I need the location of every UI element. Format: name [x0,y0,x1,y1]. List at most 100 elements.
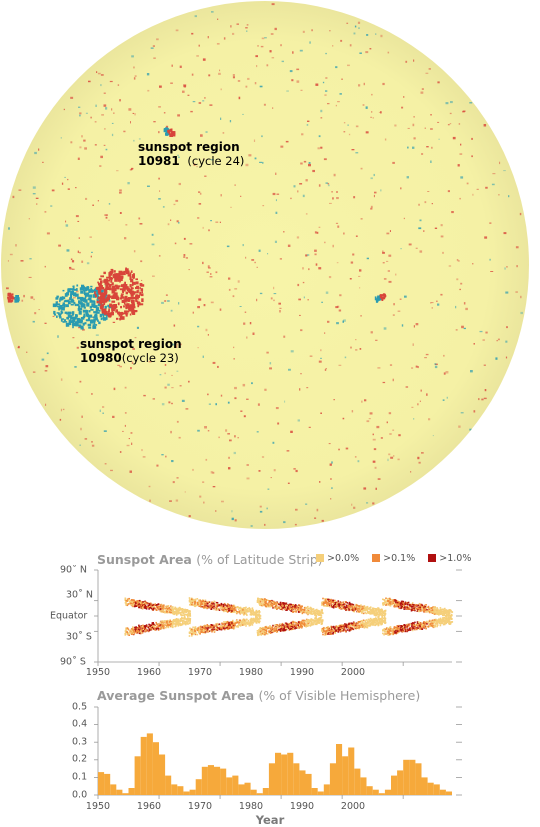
speckle [397,310,401,312]
region-10980-positive [126,271,129,274]
heat-cell [206,631,209,633]
region-10980-negative [86,286,89,289]
region-10980-positive [108,272,113,276]
heat-cell [292,605,295,608]
heat-cell [252,613,254,615]
heat-cell [265,603,267,605]
speckle [327,184,330,187]
heat-cell [265,600,267,603]
speckle [65,224,69,227]
heat-cell [378,607,380,610]
heat-cell [293,621,295,623]
speckle [271,57,275,59]
heat-cell [234,622,236,625]
speckle [131,442,133,445]
heat-cell [162,610,165,612]
speckle [177,114,180,117]
heat-cell [314,619,317,621]
speckle [256,431,259,433]
speckle [491,183,495,186]
heat-cell [289,627,291,629]
heat-cell [259,617,262,620]
heat-cell [233,609,235,611]
speckle [38,309,40,311]
speckle [415,323,419,326]
speckle [302,194,305,198]
heat-cell [298,609,301,611]
heat-cell [206,624,209,626]
speckle [332,45,334,47]
speckle [215,510,217,512]
heat-cell [132,601,135,604]
heat-cell [238,619,241,621]
heat-cell [149,624,151,626]
speckle [132,112,135,114]
speckle [259,292,263,295]
speckle [91,251,93,253]
heat-cell [202,600,204,603]
heat-cell [162,607,164,609]
heat-cell [154,626,156,629]
speckle [352,253,355,256]
heat-cell [249,624,252,626]
region-10980-positive [135,300,139,303]
heat-cell [162,625,164,628]
heat-cell [263,603,266,606]
heat-cell [206,627,209,629]
speckle [383,327,387,330]
speckle [286,90,289,92]
speckle [291,79,294,82]
heat-cell [260,604,263,607]
heat-cell [124,634,127,636]
speckle [183,237,186,240]
speckle [259,161,262,163]
heat-cell [286,623,288,625]
heat-cell [160,627,162,629]
speckle [242,244,244,247]
heat-cell [268,603,271,605]
heat-cell [268,631,270,634]
region-small-positive [384,295,387,298]
region-10980-positive [103,271,106,275]
region-10980-positive [111,269,114,273]
heat-cell [184,613,187,616]
region-10980-positive [105,287,107,292]
heat-cell [198,604,200,606]
speckle [280,44,282,47]
heat-cell [171,620,174,623]
heat-cell [335,601,338,603]
speckle [148,485,151,488]
speckle [72,337,75,339]
heat-cell [154,606,156,609]
speckle [333,399,335,401]
speckle [470,370,473,373]
region-10980-positive [111,310,114,315]
speckle [426,146,429,148]
speckle [504,267,506,270]
heat-cell [139,630,142,632]
heat-cell [279,606,281,609]
heat-cell [169,608,172,611]
speckle [254,261,256,264]
heat-cell [265,625,268,628]
speckle [171,374,173,376]
heat-cell [232,621,234,624]
region-10980-negative [84,322,87,325]
heat-cell [293,610,295,613]
heat-cell [284,623,286,626]
speckle [124,412,127,414]
heat-cell [300,624,302,627]
heat-cell [331,626,333,628]
region-10980-negative [60,298,63,301]
heat-cell [223,602,226,605]
speckle [234,519,237,522]
heat-cell [204,624,206,627]
heat-cell [182,619,185,622]
speckle [284,400,286,403]
speckle [374,191,377,194]
heat-cell [275,630,278,633]
region-10980-negative [58,314,62,317]
heat-cell [161,609,163,611]
speckle [484,236,488,239]
heat-cell [140,604,142,607]
